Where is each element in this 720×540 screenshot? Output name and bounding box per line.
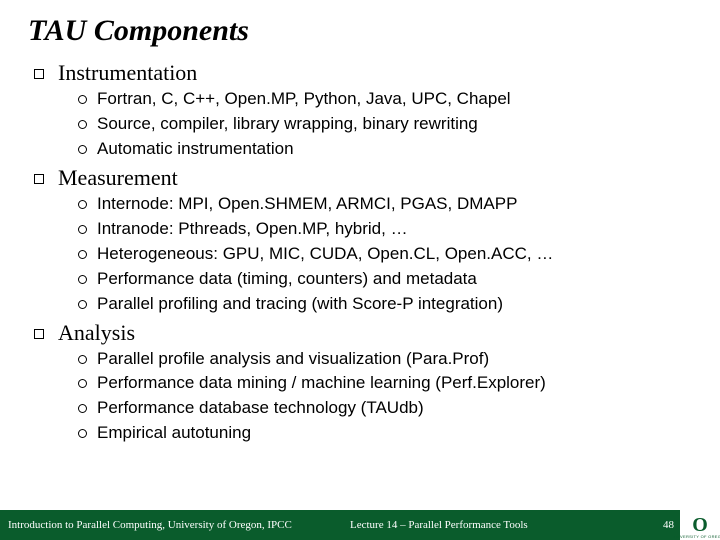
subitem-label: Parallel profiling and tracing (with Sco… [97, 293, 503, 316]
square-bullet-icon [34, 174, 44, 184]
footer-page-number: 48 [640, 519, 680, 531]
subitem: Performance database technology (TAUdb) [78, 397, 692, 420]
section-item: Instrumentation [34, 60, 692, 86]
subitem: Performance data (timing, counters) and … [78, 268, 692, 291]
subitem-label: Performance database technology (TAUdb) [97, 397, 424, 420]
circle-bullet-icon [78, 95, 87, 104]
circle-bullet-icon [78, 300, 87, 309]
subitem-list: Internode: MPI, Open.SHMEM, ARMCI, PGAS,… [28, 193, 692, 316]
subitem-list: Fortran, C, C++, Open.MP, Python, Java, … [28, 88, 692, 161]
subitem-label: Source, compiler, library wrapping, bina… [97, 113, 478, 136]
circle-bullet-icon [78, 200, 87, 209]
circle-bullet-icon [78, 120, 87, 129]
square-bullet-icon [34, 329, 44, 339]
circle-bullet-icon [78, 250, 87, 259]
circle-bullet-icon [78, 404, 87, 413]
subitem-label: Parallel profile analysis and visualizat… [97, 348, 489, 371]
circle-bullet-icon [78, 145, 87, 154]
subitem-label: Performance data (timing, counters) and … [97, 268, 477, 291]
subitem: Automatic instrumentation [78, 138, 692, 161]
logo-letter: O [692, 515, 708, 535]
section-label: Measurement [58, 165, 178, 191]
subitem-label: Performance data mining / machine learni… [97, 372, 546, 395]
section-list: Measurement [28, 165, 692, 191]
subitem-label: Automatic instrumentation [97, 138, 294, 161]
subitem-label: Fortran, C, C++, Open.MP, Python, Java, … [97, 88, 511, 111]
subitem: Parallel profiling and tracing (with Sco… [78, 293, 692, 316]
subitem: Source, compiler, library wrapping, bina… [78, 113, 692, 136]
slide: TAU Components Instrumentation Fortran, … [0, 0, 720, 540]
subitem: Fortran, C, C++, Open.MP, Python, Java, … [78, 88, 692, 111]
circle-bullet-icon [78, 225, 87, 234]
slide-title: TAU Components [28, 14, 692, 48]
logo-subtext: UNIVERSITY OF OREGON [672, 534, 720, 539]
subitem: Intranode: Pthreads, Open.MP, hybrid, … [78, 218, 692, 241]
subitem-label: Intranode: Pthreads, Open.MP, hybrid, … [97, 218, 408, 241]
subitem-label: Internode: MPI, Open.SHMEM, ARMCI, PGAS,… [97, 193, 517, 216]
subitem: Performance data mining / machine learni… [78, 372, 692, 395]
subitem-label: Empirical autotuning [97, 422, 251, 445]
circle-bullet-icon [78, 355, 87, 364]
section-label: Analysis [58, 320, 135, 346]
footer-left-text: Introduction to Parallel Computing, Univ… [0, 519, 330, 531]
section-list: Instrumentation [28, 60, 692, 86]
circle-bullet-icon [78, 379, 87, 388]
section-list: Analysis [28, 320, 692, 346]
footer-center-text: Lecture 14 – Parallel Performance Tools [330, 519, 640, 531]
footer-bar: Introduction to Parallel Computing, Univ… [0, 510, 720, 540]
section-label: Instrumentation [58, 60, 197, 86]
subitem: Internode: MPI, Open.SHMEM, ARMCI, PGAS,… [78, 193, 692, 216]
circle-bullet-icon [78, 275, 87, 284]
subitem: Empirical autotuning [78, 422, 692, 445]
subitem-list: Parallel profile analysis and visualizat… [28, 348, 692, 446]
subitem: Heterogeneous: GPU, MIC, CUDA, Open.CL, … [78, 243, 692, 266]
circle-bullet-icon [78, 429, 87, 438]
subitem-label: Heterogeneous: GPU, MIC, CUDA, Open.CL, … [97, 243, 553, 266]
square-bullet-icon [34, 69, 44, 79]
section-item: Analysis [34, 320, 692, 346]
section-item: Measurement [34, 165, 692, 191]
subitem: Parallel profile analysis and visualizat… [78, 348, 692, 371]
university-logo-icon: O UNIVERSITY OF OREGON [680, 510, 720, 540]
